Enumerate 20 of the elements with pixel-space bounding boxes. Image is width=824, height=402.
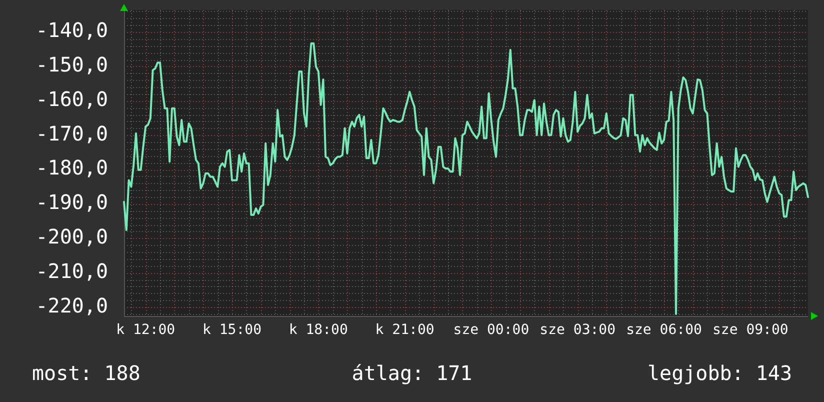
x-tick-label: k 15:00 — [202, 322, 262, 338]
x-tick-label: k 21:00 — [375, 322, 434, 338]
x-tick-label: sze 03:00 — [540, 322, 616, 338]
x-tick-label: sze 06:00 — [626, 322, 702, 338]
y-tick-label: -180,0 — [36, 156, 108, 180]
y-tick-label: -140,0 — [36, 18, 108, 42]
x-tick-label: k 12:00 — [116, 322, 176, 338]
x-tick-label: sze 00:00 — [453, 322, 530, 338]
y-tick-label: -150,0 — [36, 52, 108, 77]
y-tick-label: -190,0 — [36, 190, 108, 214]
text: most: 188 — [32, 361, 140, 386]
text: legjobb: 143 — [648, 361, 792, 386]
x-tick-label: k 18:00 — [288, 322, 348, 338]
x-tick-label: sze 09:00 — [712, 322, 788, 338]
y-tick-label: -170,0 — [36, 121, 108, 146]
y-tick-label: -160,0 — [36, 86, 108, 111]
y-tick-label: -200,0 — [36, 224, 108, 248]
y-tick-label: -210,0 — [36, 258, 108, 283]
text: átlag: 171 — [352, 361, 472, 386]
y-tick-label: -220,0 — [36, 293, 108, 318]
